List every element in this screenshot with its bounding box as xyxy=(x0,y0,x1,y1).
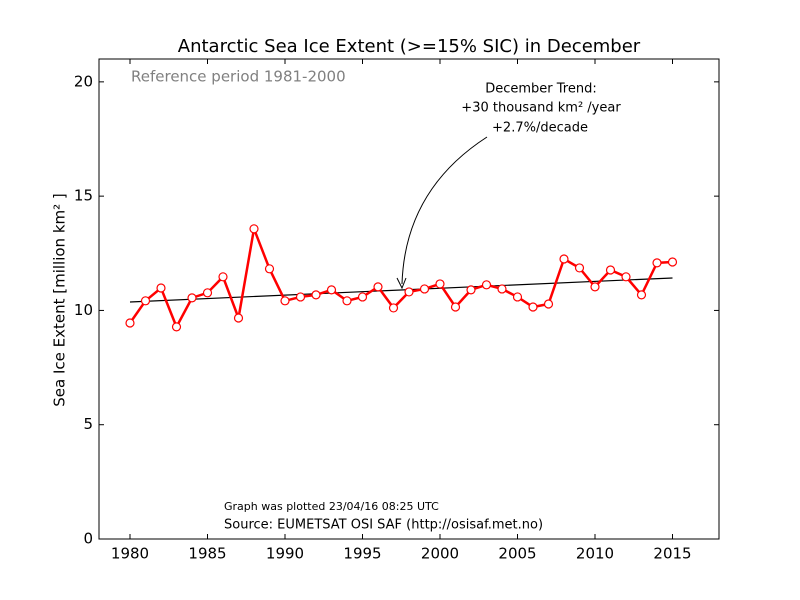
x-tick-label: 2000 xyxy=(421,545,459,563)
annotation: +2.7%/decade xyxy=(492,121,588,136)
data-point xyxy=(218,272,228,282)
data-point xyxy=(512,292,523,302)
x-tick-label: 2015 xyxy=(653,545,691,563)
data-point xyxy=(156,283,166,293)
data-point xyxy=(311,290,321,300)
data-point xyxy=(295,292,306,302)
x-tick-label: 1985 xyxy=(188,545,226,563)
footer-note: Graph was plotted 23/04/16 08:25 UTC xyxy=(224,500,439,513)
data-point xyxy=(450,302,461,312)
x-tick-label: 1990 xyxy=(266,545,304,563)
y-tick-label: 10 xyxy=(74,301,93,319)
y-tick-label: 15 xyxy=(74,187,93,205)
data-point xyxy=(280,296,290,306)
data-point xyxy=(466,285,476,295)
data-point xyxy=(636,290,647,300)
y-axis-label: Sea Ice Extent [million km² ] xyxy=(51,193,69,407)
data-point xyxy=(171,322,182,332)
y-tick-label: 5 xyxy=(83,415,93,433)
data-point xyxy=(233,313,244,323)
data-point xyxy=(404,287,414,297)
x-tick-label: 1980 xyxy=(111,545,149,563)
x-tick-label: 2010 xyxy=(576,545,614,563)
data-point xyxy=(326,285,337,295)
annotation: +30 thousand km² /year xyxy=(461,101,621,116)
data-point xyxy=(652,258,662,268)
data-point xyxy=(373,282,383,292)
data-point xyxy=(528,302,538,312)
data-point xyxy=(357,292,368,302)
data-point xyxy=(574,263,585,273)
data-point xyxy=(497,284,507,294)
data-point xyxy=(543,299,554,309)
footer-source: Source: EUMETSAT OSI SAF (http://osisaf.… xyxy=(224,518,543,533)
y-tick-label: 0 xyxy=(83,530,93,548)
plot-frame xyxy=(98,58,720,540)
y-tick-label: 20 xyxy=(74,72,93,90)
trend-line xyxy=(129,277,673,303)
data-point xyxy=(605,265,616,275)
data-point xyxy=(342,296,352,306)
data-point xyxy=(140,296,151,306)
arrow-head xyxy=(396,277,407,290)
data-point xyxy=(559,254,569,264)
data-point xyxy=(621,272,631,282)
data-point xyxy=(667,257,678,267)
subtitle: Reference period 1981-2000 xyxy=(131,68,346,86)
chart-title: Antarctic Sea Ice Extent (>=15% SIC) in … xyxy=(178,36,641,57)
data-point xyxy=(435,279,445,289)
data-point xyxy=(202,288,213,298)
data-point xyxy=(264,264,275,274)
x-tick-label: 2005 xyxy=(498,545,536,563)
arrow xyxy=(401,136,488,285)
data-point xyxy=(590,282,600,292)
data-point xyxy=(419,284,430,294)
data-point xyxy=(249,224,259,234)
data-point xyxy=(481,280,492,290)
data-point xyxy=(187,293,197,303)
x-tick-label: 1995 xyxy=(343,545,381,563)
data-point xyxy=(125,318,135,328)
annotation: December Trend: xyxy=(485,82,597,97)
data-point xyxy=(388,303,399,313)
